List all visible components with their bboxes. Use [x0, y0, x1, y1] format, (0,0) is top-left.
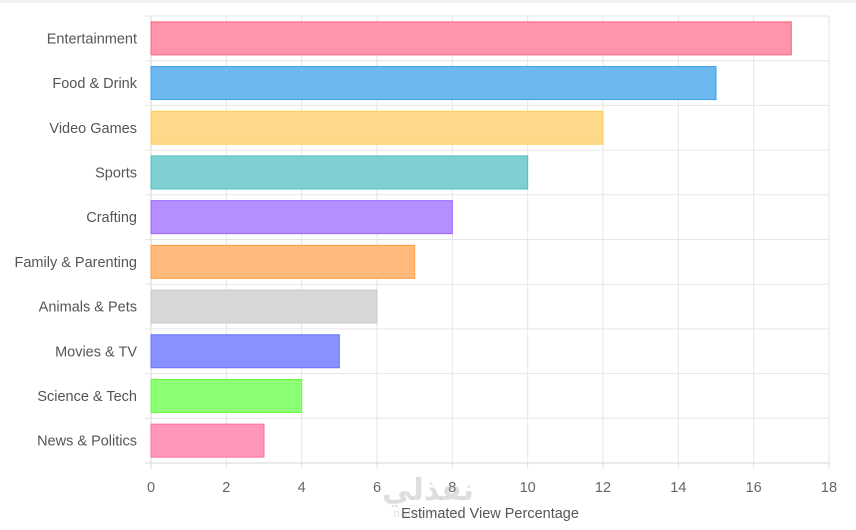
category-label: Video Games	[49, 121, 137, 137]
bar-animals-pets	[150, 289, 378, 324]
category-labels: Entertainment Food & Drink Video Games Spor…	[15, 31, 138, 449]
bar-science-tech	[150, 378, 303, 413]
x-axis-title: Estimated View Percentage	[401, 506, 579, 522]
x-tick-label: 8	[448, 480, 456, 496]
bar-news-politics	[150, 423, 265, 458]
category-label: Sports	[95, 165, 137, 181]
x-tick-label: 6	[373, 480, 381, 496]
top-border	[0, 0, 856, 3]
x-tick-label: 0	[147, 480, 155, 496]
bar-crafting	[150, 200, 453, 235]
bars	[150, 21, 792, 458]
category-label: Family & Parenting	[15, 255, 138, 271]
bar-movies-tv	[150, 334, 340, 369]
bar-food-drink	[150, 66, 717, 101]
x-tick-label: 10	[520, 480, 536, 496]
bar-video-games	[150, 110, 604, 145]
x-tick-label: 16	[746, 480, 762, 496]
bar-entertainment	[150, 21, 792, 56]
x-tick-label: 4	[298, 480, 306, 496]
x-tick-label: 2	[222, 480, 230, 496]
bar-sports	[150, 155, 529, 190]
category-label: Movies & TV	[55, 344, 137, 360]
category-label: Science & Tech	[37, 389, 137, 405]
bar-family-parenting	[150, 244, 416, 279]
category-label: Entertainment	[47, 31, 137, 47]
category-label: News & Politics	[37, 434, 137, 450]
x-tick-label: 18	[821, 480, 837, 496]
category-label: Crafting	[86, 210, 137, 226]
x-tick-label: 14	[670, 480, 686, 496]
category-label: Animals & Pets	[39, 300, 137, 316]
category-label: Food & Drink	[52, 76, 137, 92]
x-tick-label: 12	[595, 480, 611, 496]
grid-lines	[145, 15, 830, 469]
x-tick-labels: 0 2 4 6 8 10 12 14 16 18	[147, 480, 837, 496]
